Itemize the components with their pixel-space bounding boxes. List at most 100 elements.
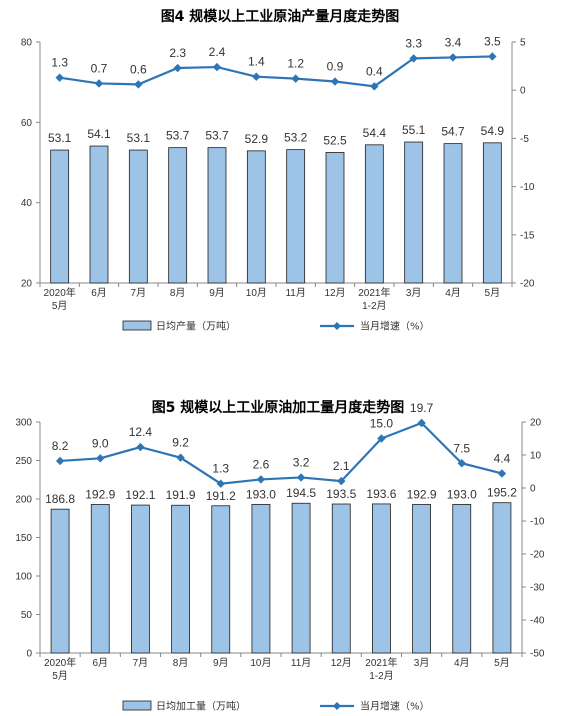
- line-point-marker: [409, 54, 418, 63]
- right-tick-label: 0: [520, 86, 526, 97]
- chart-title: 图4 规模以上工业原油产量月度走势图: [161, 8, 400, 25]
- line-point-marker: [216, 479, 225, 488]
- x-tick-label: 1-2月: [362, 300, 386, 312]
- x-tick-label: 6月: [92, 657, 108, 669]
- x-tick-label: 9月: [213, 657, 229, 669]
- bar: [372, 503, 391, 654]
- bar: [325, 152, 345, 284]
- x-tick-label: 2020年: [44, 656, 76, 669]
- x-tick-label: 1-2月: [369, 670, 393, 682]
- x-tick-label: 7月: [133, 657, 149, 669]
- line-point-marker: [291, 74, 300, 83]
- x-tick-label: 5月: [494, 657, 510, 669]
- left-tick-label: 300: [15, 418, 32, 429]
- bar: [452, 503, 472, 654]
- bar: [128, 149, 148, 284]
- bar-data-label: 53.7: [166, 129, 190, 143]
- bar-data-label: 191.2: [206, 489, 236, 503]
- right-tick-label: -10: [530, 517, 545, 528]
- chart-crude-oil-output: 图4 规模以上工业原油产量月度走势图 20 40 60 80 -20 -15 -10 -5 0 5…: [21, 8, 535, 333]
- chart-title: 图5 规模以上工业原油加工量月度走势图: [152, 399, 405, 416]
- left-tick-label: 100: [15, 572, 32, 583]
- line-data-label: 0.9: [327, 60, 344, 74]
- x-tick-label: 8月: [173, 657, 189, 669]
- line-point-marker: [457, 459, 466, 468]
- line-point-marker: [136, 442, 145, 452]
- bar-data-label: 52.5: [323, 133, 347, 147]
- line-point-marker: [377, 434, 386, 443]
- bar-data-label: 192.9: [407, 487, 437, 501]
- bar: [364, 144, 384, 284]
- x-tick-label: 3月: [414, 657, 430, 669]
- right-tick-label: -5: [520, 134, 529, 145]
- right-tick-label: 20: [530, 418, 542, 429]
- bar-data-label: 53.1: [48, 131, 72, 145]
- bar: [331, 503, 351, 654]
- bar-data-label: 193.6: [366, 487, 396, 501]
- line-data-label: 0.7: [91, 61, 108, 75]
- bar-data-label: 192.9: [85, 487, 115, 501]
- bar-data-label: 55.1: [402, 123, 426, 137]
- line-data-label: 4.4: [494, 451, 511, 465]
- bar: [492, 502, 512, 654]
- left-tick-label: 20: [21, 279, 33, 290]
- line-data-label: 1.4: [248, 55, 265, 69]
- bar: [211, 505, 231, 654]
- x-tick-label: 4月: [454, 657, 470, 669]
- left-tick-label: 50: [21, 610, 33, 621]
- line-data-label: 3.3: [405, 36, 422, 50]
- line-data-label: 3.5: [484, 34, 501, 48]
- bar-data-label: 53.1: [127, 131, 151, 145]
- bar-data-label: 54.4: [363, 126, 387, 140]
- x-tick-label: 2021年: [358, 286, 390, 299]
- line-data-label: 7.5: [453, 441, 470, 455]
- right-tick-label: -50: [530, 649, 545, 660]
- bar-data-label: 195.2: [487, 486, 517, 500]
- legend-line-marker: [333, 702, 341, 710]
- line-point-marker: [96, 454, 105, 463]
- bar-data-label: 193.0: [447, 487, 477, 501]
- line-point-marker: [55, 73, 64, 82]
- line-data-label: 3.2: [293, 455, 310, 469]
- x-tick-label: 9月: [209, 287, 225, 299]
- line-data-label: 2.6: [253, 457, 270, 471]
- x-tick-label: 2021年: [365, 656, 397, 669]
- line-point-marker: [94, 79, 104, 88]
- chart-crude-oil-processing: 图5 规模以上工业原油加工量月度走势图 050100150200250300-5…: [15, 399, 545, 713]
- x-tick-label: 5月: [52, 300, 68, 312]
- line-point-marker: [337, 476, 346, 486]
- x-tick-label: 5月: [52, 670, 68, 682]
- growth-line: [59, 55, 493, 88]
- right-tick-label: -40: [530, 616, 545, 627]
- bar-data-label: 193.5: [326, 487, 356, 501]
- right-tick-label: 10: [530, 451, 542, 462]
- line-data-label: 1.3: [51, 56, 68, 70]
- legend-bar-label: 日均加工量（万吨）: [156, 700, 246, 713]
- bar-data-label: 53.2: [284, 131, 308, 145]
- line-point-marker: [252, 72, 261, 81]
- bar-data-label: 54.1: [87, 127, 111, 141]
- line-point-marker: [370, 82, 379, 91]
- bar-data-label: 54.7: [441, 125, 465, 139]
- bar-data-label: 186.8: [45, 492, 75, 506]
- x-tick-label: 11月: [285, 287, 305, 299]
- x-tick-label: 12月: [331, 657, 352, 669]
- line-point-marker: [417, 418, 426, 428]
- line-data-label: 9.0: [92, 436, 109, 450]
- legend-line-label: 当月增速（%）: [360, 700, 430, 713]
- bar: [482, 142, 502, 284]
- x-tick-label: 5月: [485, 287, 501, 299]
- line-data-label: 1.2: [287, 57, 304, 71]
- line-point-marker: [134, 80, 143, 89]
- line-point-marker: [55, 456, 65, 466]
- right-tick-label: -30: [530, 583, 545, 594]
- line-point-marker: [296, 473, 306, 482]
- bar: [171, 504, 190, 654]
- x-tick-label: 4月: [445, 287, 461, 299]
- line-data-label: 19.7: [410, 401, 434, 415]
- legend-line-marker: [333, 322, 341, 330]
- left-tick-label: 60: [21, 118, 33, 129]
- line-data-label: 3.4: [445, 35, 462, 49]
- growth-line: [60, 421, 503, 485]
- x-tick-label: 10月: [246, 287, 267, 299]
